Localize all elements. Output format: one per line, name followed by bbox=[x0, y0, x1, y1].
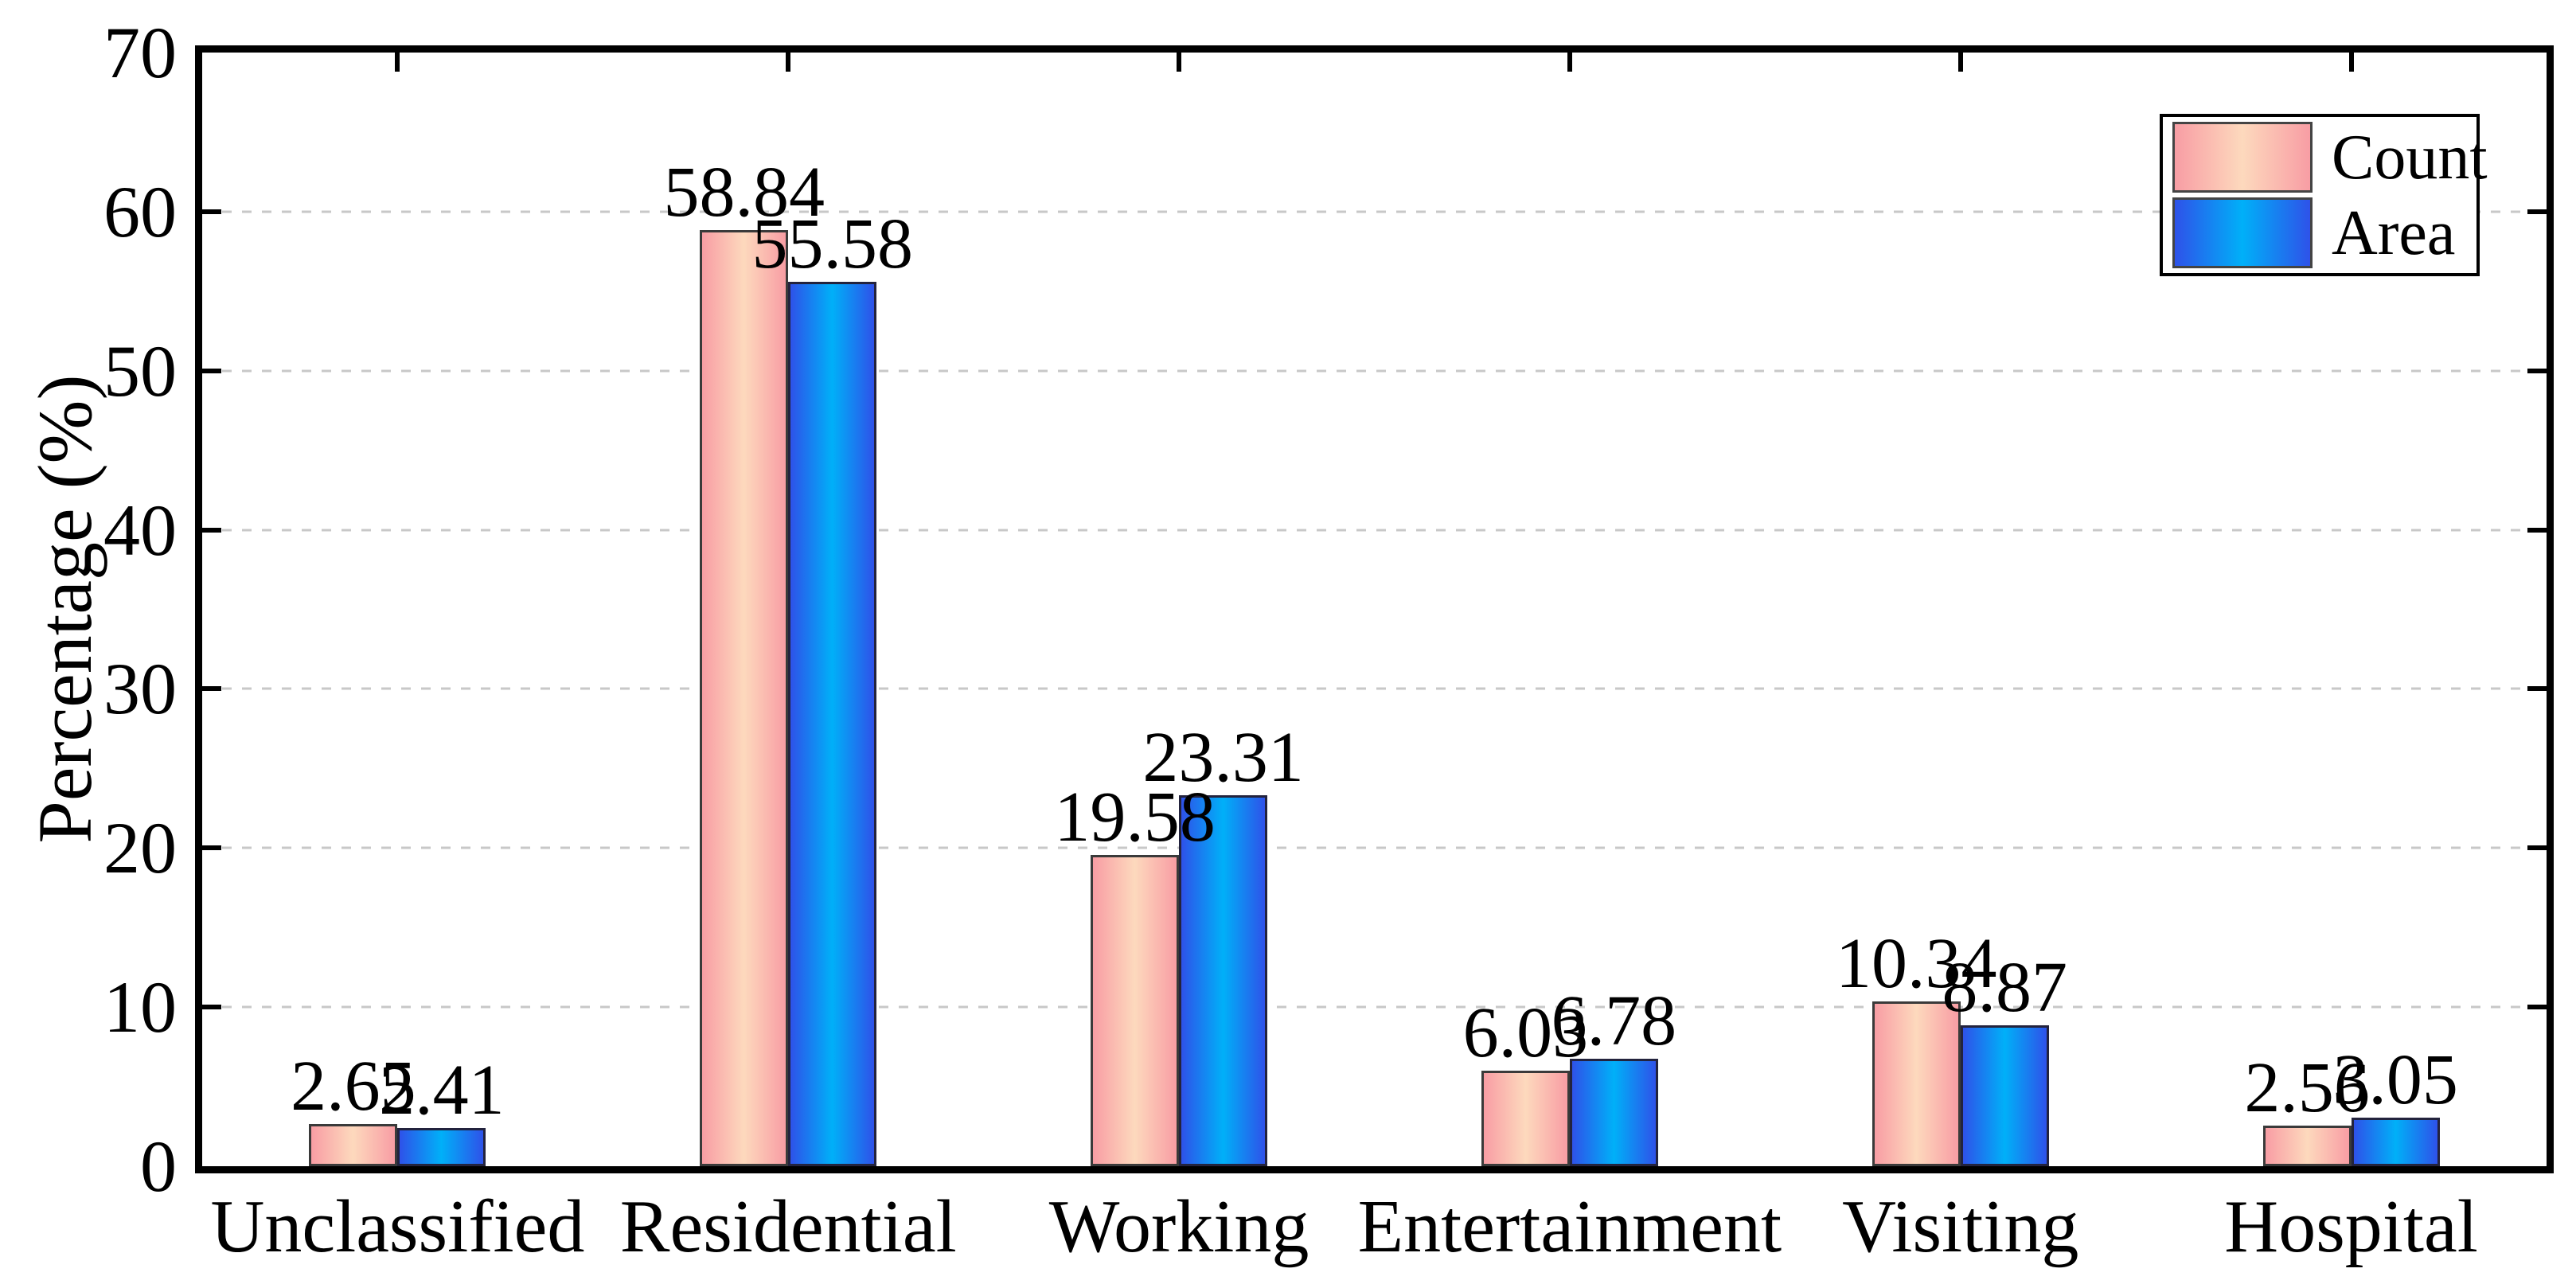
category-label-visiting: Visiting bbox=[1842, 1185, 2079, 1268]
bar-area-residential bbox=[788, 282, 877, 1166]
gridline-30 bbox=[202, 687, 2547, 690]
y-tick-left-20 bbox=[202, 845, 221, 851]
gridline-40 bbox=[202, 529, 2547, 532]
gridline-20 bbox=[202, 846, 2547, 849]
value-label-area-entertainment: 6.78 bbox=[1551, 981, 1677, 1060]
bar-area-working bbox=[1179, 795, 1268, 1166]
gridline-10 bbox=[202, 1005, 2547, 1009]
legend-item-count: Count bbox=[2172, 122, 2488, 193]
x-tick-top-2 bbox=[1177, 53, 1182, 72]
y-tick-label-20: 20 bbox=[103, 807, 177, 889]
y-tick-right-20 bbox=[2527, 845, 2547, 851]
y-tick-left-50 bbox=[202, 368, 221, 373]
y-tick-label-30: 30 bbox=[103, 648, 177, 730]
plot-inner: 2.65 2.41 58.84 55.58 19.58 23.31 6.03 6.78 10.3… bbox=[202, 53, 2547, 1166]
bar-area-visiting bbox=[1960, 1025, 2049, 1166]
bar-count-visiting bbox=[1872, 1001, 1961, 1166]
value-label-count-entertainment: 6.03 bbox=[1462, 993, 1589, 1072]
y-tick-left-60 bbox=[202, 209, 221, 214]
y-tick-label-40: 40 bbox=[103, 489, 177, 571]
category-label-residential: Residential bbox=[619, 1185, 957, 1268]
y-axis-title: Percentage (%) bbox=[22, 374, 107, 844]
gridline-50 bbox=[202, 369, 2547, 373]
y-tick-label-10: 10 bbox=[103, 966, 177, 1048]
legend-item-area: Area bbox=[2172, 197, 2476, 268]
value-label-area-hospital: 3.05 bbox=[2332, 1040, 2458, 1120]
count-series-swatch bbox=[2172, 122, 2313, 193]
value-label-count-hospital: 2.56 bbox=[2244, 1048, 2370, 1127]
bar-count-residential bbox=[700, 230, 789, 1166]
y-tick-left-10 bbox=[202, 1005, 221, 1010]
y-tick-right-60 bbox=[2527, 209, 2547, 214]
value-label-count-working: 19.58 bbox=[1054, 777, 1216, 857]
value-label-area-unclassified: 2.41 bbox=[379, 1050, 505, 1130]
y-tick-right-10 bbox=[2527, 1005, 2547, 1010]
value-label-count-residential: 58.84 bbox=[663, 153, 825, 232]
y-tick-left-40 bbox=[202, 527, 221, 533]
x-tick-top-5 bbox=[2348, 53, 2354, 72]
y-tick-label-50: 50 bbox=[103, 330, 177, 412]
value-label-count-visiting: 10.34 bbox=[1836, 924, 1997, 1004]
bar-count-unclassified bbox=[309, 1124, 398, 1166]
legend-label-count: Count bbox=[2332, 122, 2488, 193]
gridline-60 bbox=[202, 210, 2547, 213]
bar-area-hospital bbox=[2351, 1118, 2440, 1166]
legend: Count Area bbox=[2160, 114, 2488, 276]
y-tick-right-30 bbox=[2527, 686, 2547, 692]
y-tick-right-40 bbox=[2527, 527, 2547, 533]
y-tick-label-60: 60 bbox=[103, 170, 177, 252]
category-label-working: Working bbox=[1048, 1185, 1309, 1268]
bar-area-entertainment bbox=[1569, 1058, 1658, 1166]
x-tick-top-3 bbox=[1567, 53, 1572, 72]
category-label-unclassified: Unclassified bbox=[210, 1185, 585, 1268]
x-tick-top-1 bbox=[786, 53, 791, 72]
y-tick-left-30 bbox=[202, 686, 221, 692]
bar-count-entertainment bbox=[1481, 1070, 1570, 1166]
value-label-count-unclassified: 2.65 bbox=[291, 1047, 416, 1126]
bar-area-unclassified bbox=[397, 1127, 486, 1166]
x-tick-top-0 bbox=[395, 53, 400, 72]
category-label-hospital: Hospital bbox=[2224, 1185, 2478, 1268]
y-tick-label-0: 0 bbox=[140, 1126, 177, 1207]
value-label-area-working: 23.31 bbox=[1142, 718, 1304, 798]
y-tick-right-50 bbox=[2527, 368, 2547, 373]
y-tick-label-70: 70 bbox=[103, 12, 177, 93]
bar-count-hospital bbox=[2262, 1125, 2352, 1166]
value-label-area-residential: 55.58 bbox=[751, 205, 914, 284]
x-tick-top-4 bbox=[1957, 53, 1963, 72]
area-series-swatch bbox=[2172, 197, 2313, 268]
value-label-area-visiting: 8.87 bbox=[1942, 947, 2068, 1027]
legend-label-area: Area bbox=[2332, 197, 2456, 268]
bar-count-working bbox=[1091, 854, 1180, 1166]
category-label-entertainment: Entertainment bbox=[1357, 1185, 1782, 1268]
